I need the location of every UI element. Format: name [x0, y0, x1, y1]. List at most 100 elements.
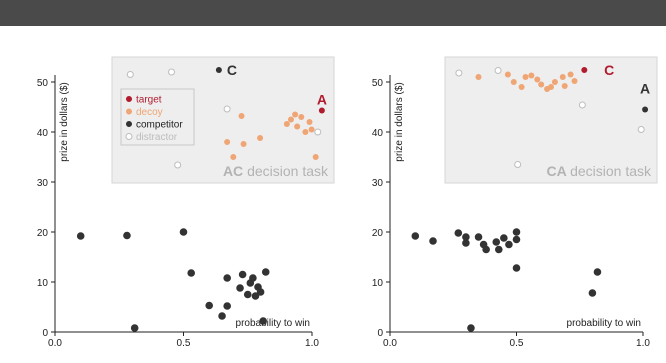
distractor-point — [578, 101, 586, 109]
top-banner — [0, 0, 666, 26]
x-tick-label: 0.5 — [177, 338, 191, 349]
decoy-point — [504, 71, 511, 78]
y-tick-label: 40 — [37, 128, 49, 139]
decoy-point — [257, 135, 264, 141]
data-point — [187, 269, 196, 277]
distractor-point — [223, 105, 231, 113]
x-tick-label: 0.0 — [383, 338, 397, 349]
y-tick-label: 50 — [37, 78, 49, 89]
decoy-point — [522, 74, 529, 80]
data-point — [462, 233, 470, 241]
competitor-point — [642, 106, 649, 113]
decoy-point — [534, 76, 541, 83]
legend-label-decoy: decoy — [136, 107, 163, 118]
decoy-point — [287, 116, 294, 123]
decoy-point — [567, 71, 574, 78]
decoy-point — [551, 79, 558, 85]
inset-title: CA decision task — [546, 163, 652, 179]
data-point — [261, 268, 270, 276]
data-point — [238, 270, 247, 279]
x-tick-label: 0.0 — [48, 338, 62, 349]
inset-title: AC decision task — [223, 163, 329, 179]
distractor-point — [637, 126, 645, 133]
target-point — [318, 107, 325, 114]
data-point — [588, 289, 597, 297]
decoy-point — [306, 119, 313, 125]
x-axis-label: probability to win — [236, 318, 310, 329]
y-axis-label: prize in dollars ($) — [59, 82, 70, 161]
y-tick-label: 10 — [372, 278, 384, 289]
chart-panel-2: 0.0 0.5 1.0 0 10 20 30 40 50 probability to win pr… — [372, 56, 658, 349]
decoy-point — [544, 86, 551, 92]
data-point — [123, 231, 131, 240]
data-point — [249, 274, 257, 282]
decoy-point — [240, 141, 247, 147]
data-point — [429, 237, 437, 245]
y-tick-label: 0 — [377, 328, 383, 339]
y-tick-label: 20 — [37, 228, 49, 239]
y-tick-label: 10 — [37, 278, 49, 289]
decoy-point — [538, 81, 545, 88]
decoy-point — [559, 74, 566, 80]
distractor-point — [174, 161, 182, 169]
data-point — [505, 240, 513, 249]
decoy-point — [528, 72, 535, 79]
decoy-point — [283, 121, 290, 127]
data-point — [462, 239, 470, 247]
inset-title-text: decision task — [247, 163, 329, 179]
data-point — [593, 268, 602, 276]
x-tick-label: 0.5 — [510, 338, 524, 349]
data-point — [259, 317, 267, 325]
x-axis-label: probability to win — [567, 318, 641, 329]
distractor-point — [126, 71, 134, 78]
data-point — [236, 284, 244, 292]
distractor-point — [314, 128, 322, 136]
data-point — [454, 229, 463, 237]
distractor-point — [455, 69, 463, 77]
legend-label-target: target — [136, 95, 162, 106]
data-point — [130, 324, 139, 332]
inset-title-code: CA — [546, 163, 570, 179]
legend-marker-distractor — [125, 133, 133, 140]
inset-background — [111, 56, 335, 184]
data-point — [512, 228, 521, 236]
data-point — [411, 232, 420, 240]
decoy-point — [475, 74, 482, 80]
decoy-point — [298, 114, 305, 120]
decoy-point — [561, 83, 568, 89]
data-point — [205, 301, 213, 310]
data-point — [494, 245, 503, 254]
data-point — [474, 233, 483, 241]
decoy-point — [230, 154, 237, 160]
distractor-point — [168, 68, 175, 76]
decoy-point — [302, 129, 309, 135]
data-point — [512, 264, 521, 272]
data-point — [223, 302, 231, 310]
distractor-point — [494, 67, 502, 74]
data-point — [243, 290, 252, 299]
data-point — [179, 228, 188, 236]
decoy-point — [294, 123, 301, 130]
data-point — [467, 324, 475, 332]
point-letter-c: C — [227, 62, 237, 78]
y-tick-label: 50 — [372, 78, 384, 89]
inset-title-code: AC — [223, 163, 247, 179]
legend-label-competitor: competitor — [136, 120, 183, 131]
data-point — [512, 235, 521, 244]
data-point — [218, 312, 226, 320]
x-tick-label: 1.0 — [636, 338, 650, 349]
decoy-point — [510, 79, 517, 85]
competitor-point — [215, 67, 222, 73]
data-point — [500, 234, 508, 242]
target-point — [581, 67, 588, 73]
legend-marker-decoy — [126, 108, 132, 115]
data-point — [482, 245, 490, 254]
y-tick-label: 0 — [42, 328, 48, 339]
decoy-point — [312, 154, 319, 160]
decoy-point — [308, 126, 315, 133]
x-tick-label: 1.0 — [305, 338, 319, 349]
